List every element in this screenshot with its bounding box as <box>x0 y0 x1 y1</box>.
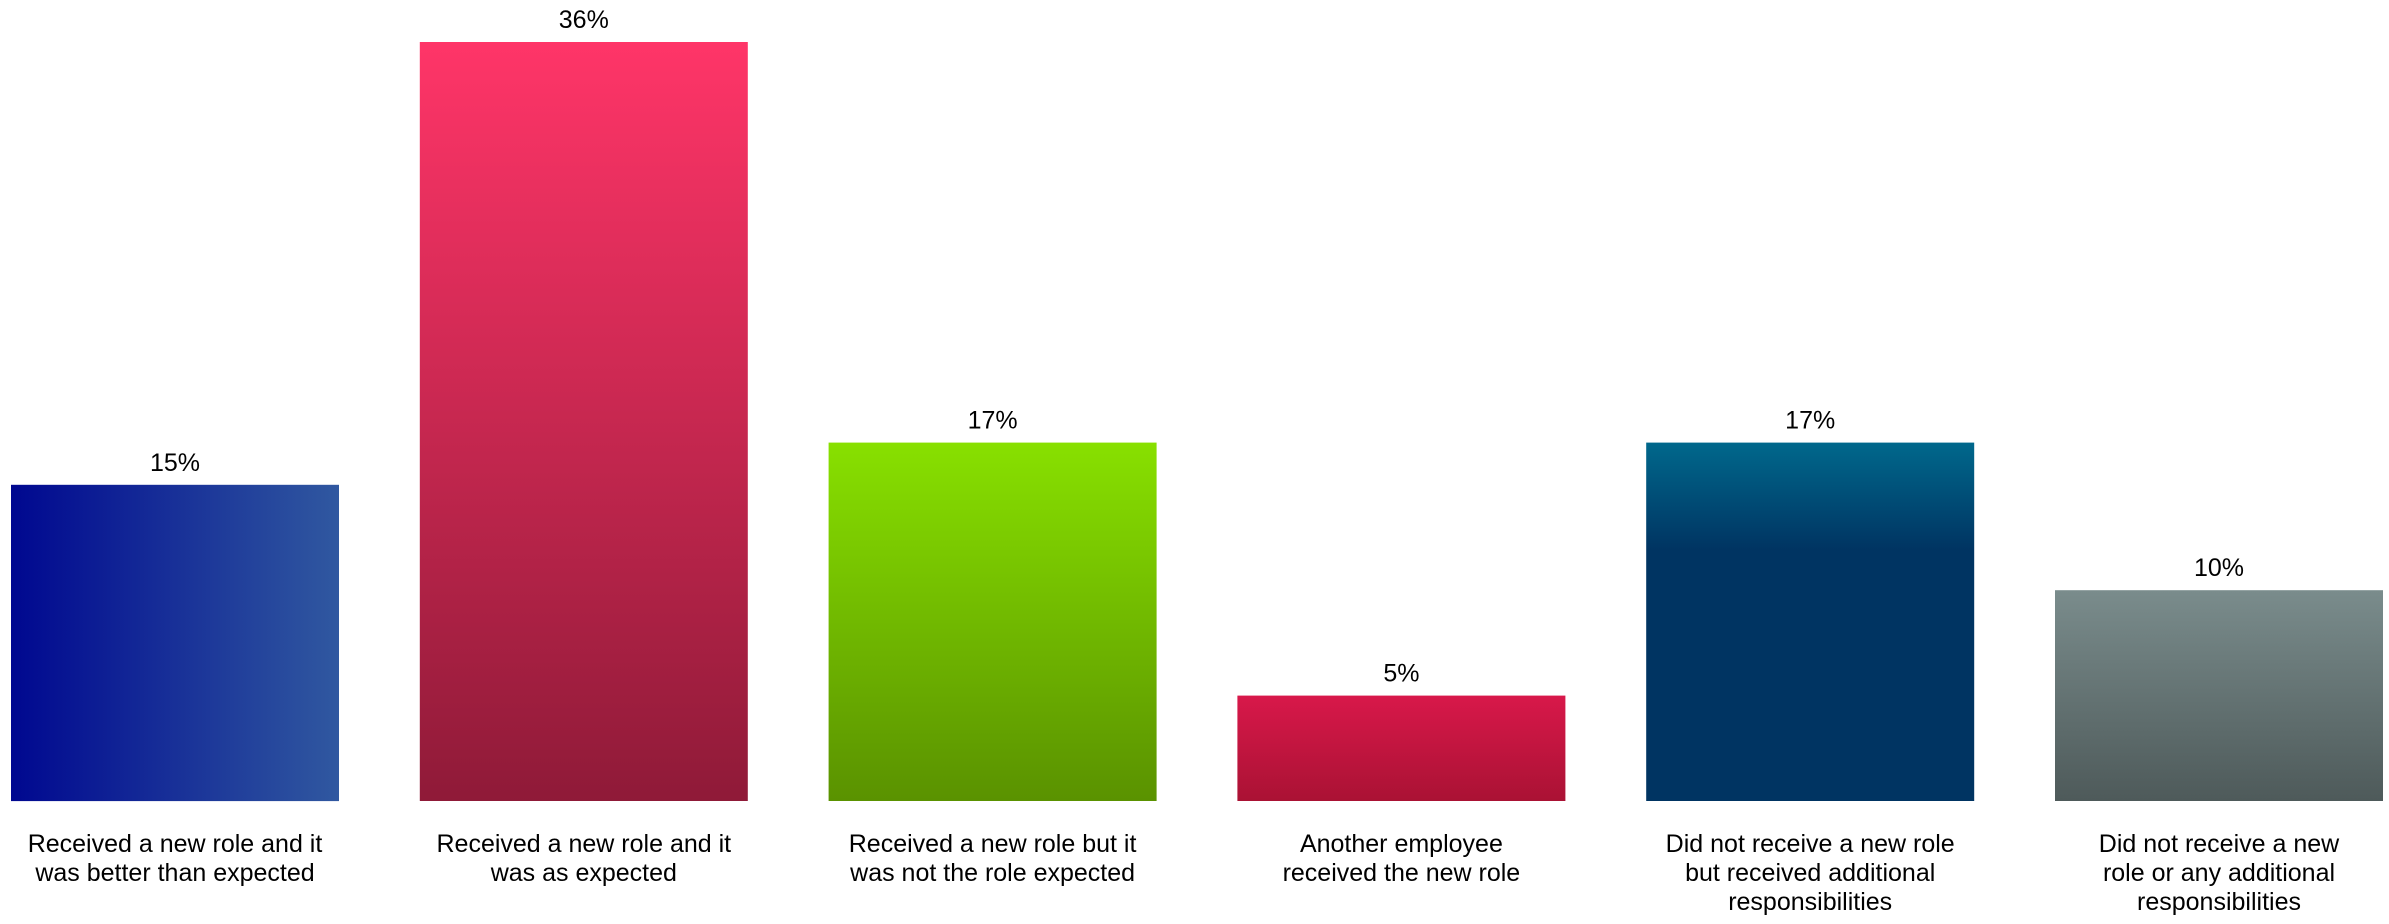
bar-1 <box>11 484 339 802</box>
bar-5 <box>1646 442 1975 801</box>
category-label-line: Received a new role but it <box>849 830 1137 858</box>
category-label-4: Another employee received the new role <box>1283 830 1521 887</box>
category-label-3: Received a new role but it was not the ro… <box>849 830 1137 887</box>
value-label-2: 36% <box>559 6 609 34</box>
category-label-line: but received additional <box>1685 859 1935 887</box>
category-label-2: Received a new role and it was as expecte… <box>436 830 731 887</box>
category-label-1: Received a new role and it was better tha… <box>28 830 323 887</box>
value-labels-group: 15% 36% 17% 5% 17% 10% <box>150 6 2244 688</box>
bars-group <box>11 42 2383 802</box>
bar-6 <box>2055 590 2383 801</box>
category-labels-group: Received a new role and it was better tha… <box>28 830 2340 916</box>
category-label-line: was as expected <box>490 859 677 887</box>
category-label-line: Did not receive a new <box>2099 830 2340 858</box>
bar-3 <box>828 442 1157 801</box>
category-label-line: Did not receive a new role <box>1666 830 1955 858</box>
value-label-1: 15% <box>150 449 200 477</box>
category-label-line: was better than expected <box>34 859 314 887</box>
category-label-line: Received a new role and it <box>436 830 731 858</box>
value-label-3: 17% <box>968 407 1018 435</box>
category-label-line: received the new role <box>1283 859 1521 887</box>
category-label-line: Received a new role and it <box>28 830 323 858</box>
category-label-6: Did not receive a new role or any additio… <box>2099 830 2340 916</box>
category-label-line: role or any additional <box>2103 859 2335 887</box>
category-label-line: was not the role expected <box>849 859 1135 887</box>
value-label-5: 17% <box>1785 407 1835 435</box>
category-label-line: responsibilities <box>1728 888 1892 916</box>
value-label-4: 5% <box>1383 660 1419 688</box>
category-label-5: Did not receive a new role but received a… <box>1666 830 1955 916</box>
value-label-6: 10% <box>2194 554 2244 582</box>
category-label-line: responsibilities <box>2137 888 2301 916</box>
bar-4 <box>1237 695 1566 801</box>
category-label-line: Another employee <box>1300 830 1503 858</box>
bar-2 <box>419 42 748 801</box>
